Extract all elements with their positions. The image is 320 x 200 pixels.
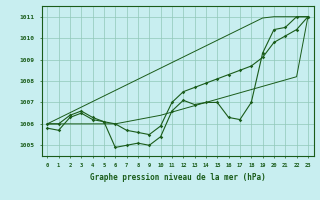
X-axis label: Graphe pression niveau de la mer (hPa): Graphe pression niveau de la mer (hPa) — [90, 174, 266, 183]
